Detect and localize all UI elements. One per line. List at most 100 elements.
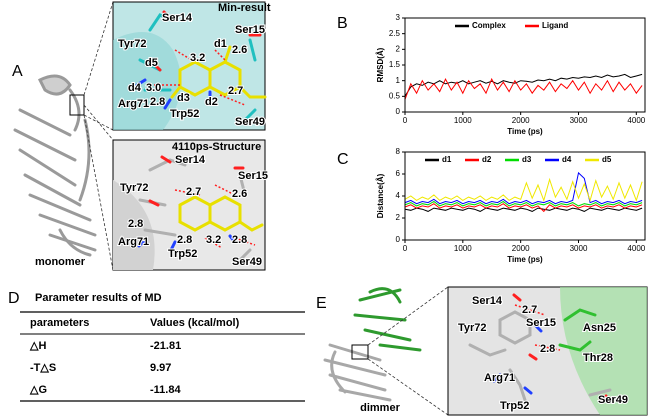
structure-title: Min-result bbox=[218, 2, 271, 14]
structure-label: d2 bbox=[205, 96, 218, 108]
caption: dimmer bbox=[360, 402, 400, 414]
table-title: Parameter results of MD bbox=[35, 292, 162, 304]
structure-label: 2.7 bbox=[228, 85, 243, 97]
data-line bbox=[404, 177, 643, 203]
legend-label: d1 bbox=[442, 155, 452, 164]
table-cell: -11.84 bbox=[150, 384, 181, 396]
x-tick-label: 4000 bbox=[627, 116, 645, 125]
protein-monomer bbox=[13, 74, 97, 257]
y-tick-label: 0.5 bbox=[389, 91, 401, 100]
structure-label: Asn25 bbox=[583, 322, 616, 334]
structure-label: 2.6 bbox=[232, 44, 247, 56]
structure-label: 2.7 bbox=[186, 186, 201, 198]
table-cell: △H bbox=[29, 340, 46, 352]
structure-image: Min-result Ser14 Ser15 Tyr72 d1 3.2 2.6 … bbox=[112, 1, 271, 131]
structure-label: Arg71 bbox=[118, 236, 149, 248]
structure-label: 3.2 bbox=[190, 52, 205, 64]
structure-label: 2.8 bbox=[150, 96, 165, 108]
structure-label: Ser49 bbox=[232, 256, 262, 268]
structure-label: Tyr72 bbox=[118, 38, 147, 50]
data-line bbox=[404, 171, 643, 205]
structure-label: Ser15 bbox=[526, 317, 556, 329]
table-cell: -T△S bbox=[30, 362, 56, 374]
panel-letter: B bbox=[337, 15, 348, 32]
structure-label: Arg71 bbox=[118, 98, 149, 110]
structure-label: d3 bbox=[177, 92, 190, 104]
panel-letter: C bbox=[337, 151, 349, 168]
x-tick-label: 0 bbox=[403, 116, 408, 125]
structure-label: Ser49 bbox=[598, 394, 628, 406]
x-tick-label: 4000 bbox=[627, 244, 645, 253]
y-tick-label: 3 bbox=[396, 13, 401, 22]
structure-label: Tyr72 bbox=[458, 322, 487, 334]
structure-label: Trp52 bbox=[168, 248, 197, 260]
caption: monomer bbox=[35, 256, 86, 268]
structure-label: 2.8 bbox=[540, 343, 555, 355]
data-line bbox=[404, 207, 643, 212]
legend-label: Ligand bbox=[542, 21, 568, 30]
x-tick-label: 2000 bbox=[512, 244, 530, 253]
structure-image: Ser14 2.7 Ser15 Asn25 Tyr72 2.8 Thr28 Ar… bbox=[447, 286, 648, 416]
structure-label: Ser14 bbox=[162, 12, 193, 24]
table-cell: △G bbox=[29, 384, 47, 396]
legend-label: Complex bbox=[472, 21, 506, 30]
data-line bbox=[404, 200, 643, 207]
plot-area bbox=[405, 152, 645, 240]
y-tick-label: 0 bbox=[396, 107, 401, 116]
x-tick-label: 2000 bbox=[512, 116, 530, 125]
y-axis-label: Distance(Å) bbox=[376, 173, 385, 218]
y-tick-label: 6 bbox=[396, 169, 401, 178]
data-line bbox=[404, 203, 643, 213]
structure-label: Ser49 bbox=[235, 116, 265, 128]
structure-label: d1 bbox=[214, 38, 227, 50]
structure-label: 3.2 bbox=[206, 234, 221, 246]
y-tick-label: 2.5 bbox=[389, 29, 401, 38]
structure-label: d5 bbox=[145, 57, 158, 69]
table-cell: 9.97 bbox=[150, 362, 171, 374]
legend-label: d3 bbox=[522, 155, 532, 164]
panel-letter: E bbox=[316, 295, 327, 312]
x-axis-label: Time (ps) bbox=[507, 127, 543, 136]
y-tick-label: 1 bbox=[396, 76, 401, 85]
y-tick-label: 2 bbox=[396, 213, 401, 222]
x-tick-label: 0 bbox=[403, 244, 408, 253]
data-line bbox=[404, 73, 643, 97]
structure-label: 2.8 bbox=[177, 234, 192, 246]
structure-title: 4110ps-Structure bbox=[172, 141, 261, 153]
structure-label: Trp52 bbox=[170, 108, 199, 120]
x-tick-label: 1000 bbox=[454, 244, 472, 253]
legend-label: d4 bbox=[562, 155, 572, 164]
structure-label: 2.8 bbox=[232, 234, 247, 246]
y-tick-label: 2 bbox=[396, 44, 401, 53]
structure-label: 2.6 bbox=[232, 188, 247, 200]
y-tick-label: 0 bbox=[396, 235, 401, 244]
structure-label: Ser14 bbox=[175, 154, 206, 166]
x-axis-label: Time (ps) bbox=[507, 255, 543, 264]
y-axis-label: RMSD(Å) bbox=[376, 47, 385, 82]
plot-area bbox=[405, 18, 645, 112]
structure-label: Trp52 bbox=[500, 400, 529, 412]
table-header: Values (kcal/mol) bbox=[150, 317, 240, 329]
y-tick-label: 4 bbox=[396, 191, 401, 200]
structure-label: 2.7 bbox=[522, 304, 537, 316]
zoom-box bbox=[351, 344, 369, 360]
zoom-lines bbox=[83, 1, 114, 271]
panel-letter: A bbox=[12, 63, 23, 80]
data-line bbox=[404, 77, 643, 100]
table-header: parameters bbox=[30, 317, 89, 329]
structure-label: d4 bbox=[128, 82, 142, 94]
protein-dimer bbox=[323, 287, 422, 402]
panel-letter: D bbox=[8, 290, 20, 307]
x-tick-label: 3000 bbox=[570, 116, 588, 125]
structure-label: 3.0 bbox=[146, 82, 161, 94]
zoom-lines bbox=[367, 286, 449, 416]
y-tick-label: 8 bbox=[396, 147, 401, 156]
table-cell: -21.81 bbox=[150, 340, 181, 352]
structure-label: Ser15 bbox=[238, 170, 268, 182]
structure-label: Arg71 bbox=[484, 372, 515, 384]
structure-label: 2.8 bbox=[128, 218, 143, 230]
x-tick-label: 1000 bbox=[454, 116, 472, 125]
x-tick-label: 3000 bbox=[570, 244, 588, 253]
y-tick-label: 1.5 bbox=[389, 60, 401, 69]
